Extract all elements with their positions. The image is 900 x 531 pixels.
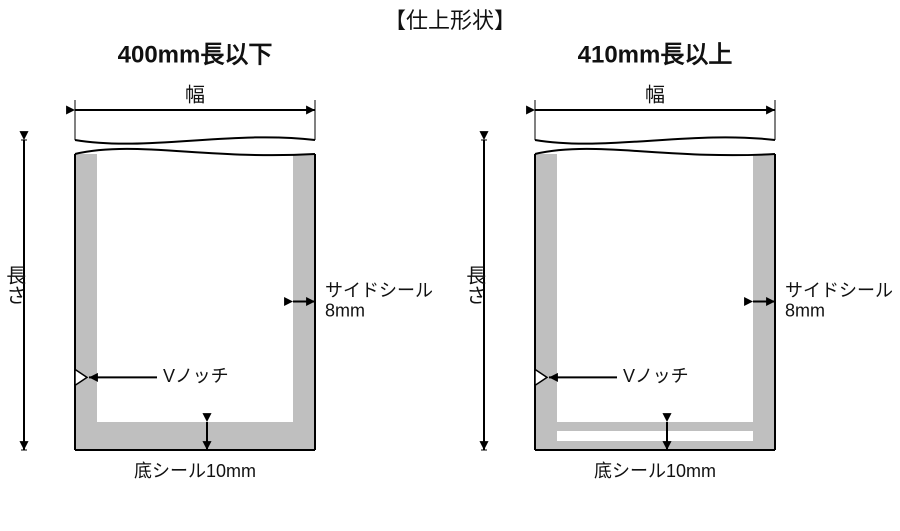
header-title: 【仕上形状】: [384, 8, 516, 33]
width-label: 幅: [645, 83, 665, 106]
side-seal-label: サイドシール8mm: [325, 280, 433, 320]
panel: 400mm長以下幅長さ サイドシール8mm 底シール10mm Vノッチ: [3, 41, 433, 480]
bottom-seal-label: 底シール10mm: [134, 461, 256, 481]
side-seal-label: サイドシール8mm: [785, 280, 893, 320]
panel-heading: 410mm長以上: [578, 41, 733, 68]
v-notch-label: Vノッチ: [163, 366, 229, 386]
panel-heading: 400mm長以下: [118, 41, 273, 68]
width-label: 幅: [185, 83, 205, 106]
v-notch-label: Vノッチ: [623, 366, 689, 386]
bottom-seal-label: 底シール10mm: [594, 461, 716, 481]
length-label: 長さ: [3, 265, 25, 305]
length-label: 長さ: [463, 265, 485, 305]
panel: 410mm長以上幅長さ サイドシール8mm 底シール10mm Vノッチ: [463, 41, 893, 480]
